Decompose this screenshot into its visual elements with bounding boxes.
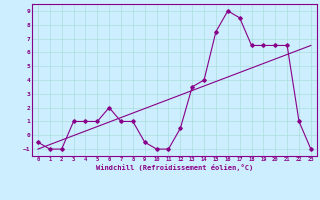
X-axis label: Windchill (Refroidissement éolien,°C): Windchill (Refroidissement éolien,°C) (96, 164, 253, 171)
